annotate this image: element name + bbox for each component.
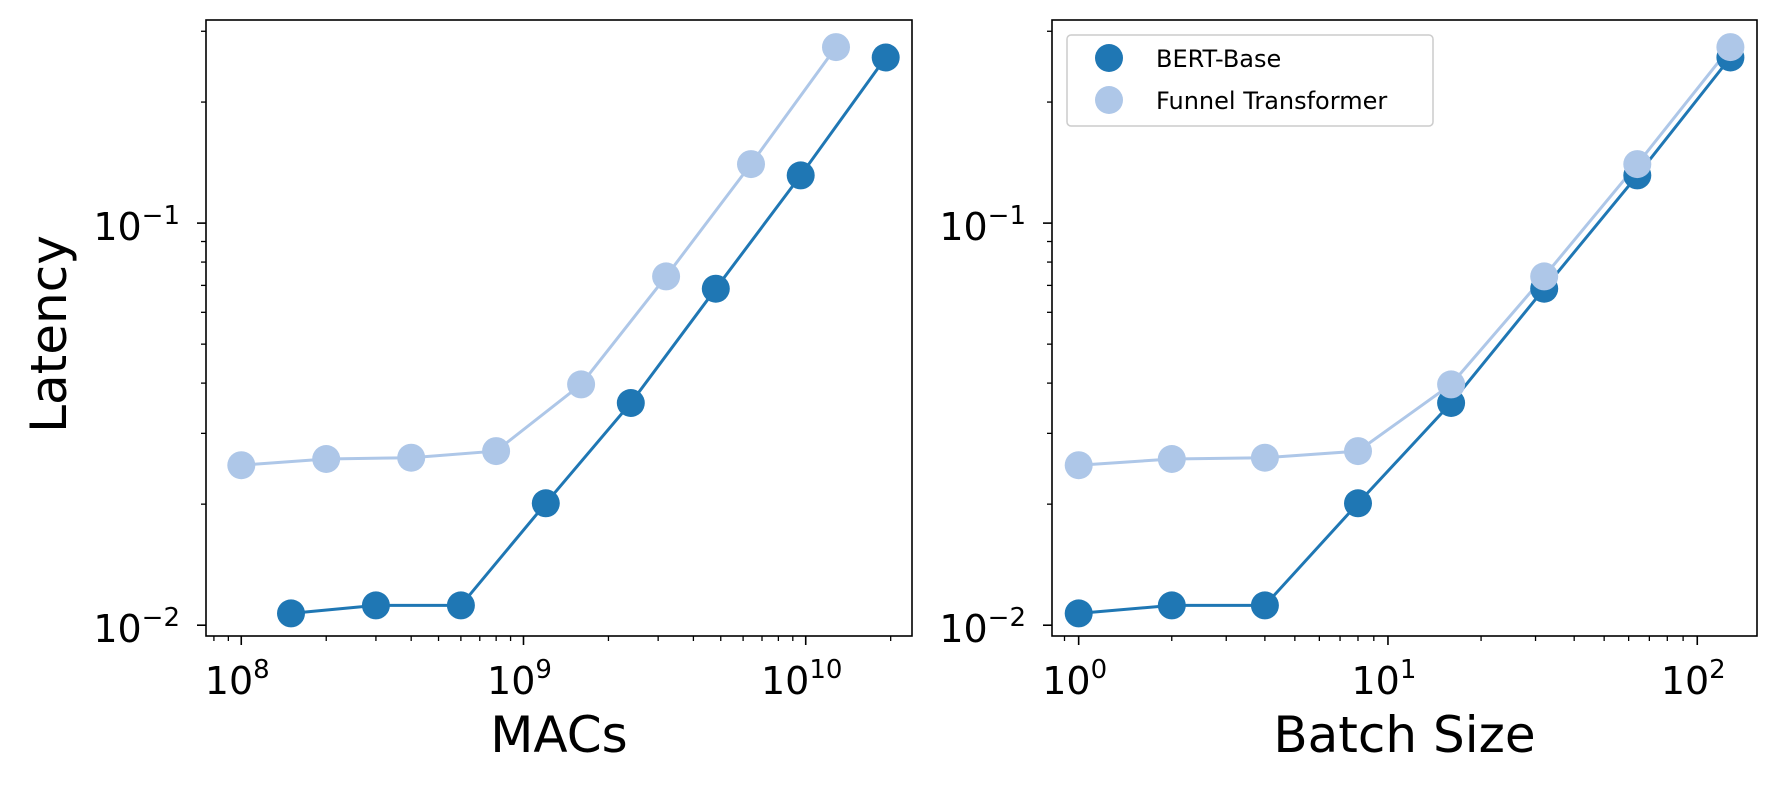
chart-panel-1: 108 109 1010 10−2 10−1 MACs [93,19,913,764]
funnel-transformer-point [397,443,426,472]
series-line-funnel-transformer [241,46,838,467]
funnel-transformer-point [312,445,341,473]
bert-base-point [361,591,390,620]
bert-base-point [701,274,730,303]
x-tick-label: 109 [487,655,552,703]
x-tick-label: 100 [1042,655,1107,703]
y-tick-label: 10−2 [939,603,1026,651]
chart-panel-2: 100 101 102 10−2 10−1 Batch Size BERT-Base Funn… [939,19,1758,764]
funnel-transformer-point [822,33,850,62]
x-axis-label: Batch Size [1273,706,1535,764]
funnel-transformer-point [1716,33,1745,62]
plot-frame [1051,19,1758,637]
bert-base-point [1344,489,1372,518]
series-line-funnel-transformer [1078,46,1732,467]
funnel-transformer-point [227,451,256,480]
legend-marker [1095,44,1123,72]
x-axis-label: MACs [490,706,627,764]
x-tick-label: 102 [1661,655,1726,703]
funnel-transformer-point [652,262,681,291]
x-tick-label: 101 [1352,655,1417,703]
y-tick-label: 10−1 [939,201,1026,249]
legend-label: BERT-Base [1156,45,1281,73]
bert-base-point [871,43,900,72]
x-tick-label: 1010 [761,655,842,703]
plot-frame [205,19,913,637]
y-axis-label: Latency [20,235,78,433]
legend: BERT-Base Funnel Transformer [1066,34,1434,127]
series-line-bert-base [290,56,887,615]
bert-base-point [446,591,475,620]
funnel-transformer-point [482,437,511,466]
bert-base-point [1157,591,1186,620]
funnel-transformer-point [1250,443,1279,472]
bert-base-point [531,489,560,518]
legend-box [1066,34,1434,127]
bert-base-point [277,599,305,628]
funnel-transformer-point [1064,451,1093,480]
series-line-bert-base [1078,56,1732,615]
funnel-transformer-point [1344,437,1372,466]
funnel-transformer-point [567,370,596,399]
bert-base-point [786,161,815,190]
funnel-transformer-point [1437,370,1466,399]
y-tick-label: 10−1 [93,201,180,249]
y-tick-label: 10−2 [93,603,180,651]
bert-base-point [1064,599,1093,628]
bert-base-point [616,389,645,417]
funnel-transformer-point [1623,150,1652,179]
legend-label: Funnel Transformer [1156,87,1387,115]
legend-marker [1095,86,1123,114]
funnel-transformer-point [1157,445,1186,473]
funnel-transformer-point [1530,262,1559,291]
bert-base-point [1250,591,1279,620]
funnel-transformer-point [737,150,765,179]
x-tick-label: 108 [205,655,270,703]
